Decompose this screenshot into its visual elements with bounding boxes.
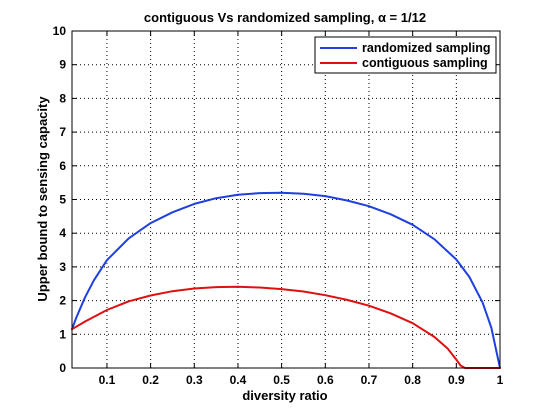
ticks: [72, 30, 501, 369]
y-tick-label: 1: [59, 327, 66, 341]
x-tick-label: 0.4: [230, 373, 247, 387]
legend-box: [314, 36, 497, 74]
chart-title-main: contiguous Vs randomized sampling,: [144, 10, 378, 25]
y-tick-label: 0: [59, 361, 66, 375]
x-tick-label: 0.3: [186, 373, 203, 387]
y-tick-label: 9: [59, 58, 66, 72]
x-tick-label: 0.7: [361, 373, 378, 387]
grid: [72, 31, 500, 368]
x-tick-label: 0.1: [99, 373, 116, 387]
chart-title-alpha: α = 1/12: [378, 10, 426, 25]
x-tick-label: 0.6: [317, 373, 334, 387]
y-tick-label: 7: [59, 125, 66, 139]
chart-title: contiguous Vs randomized sampling, α = 1…: [144, 10, 426, 25]
y-tick-label: 8: [59, 91, 66, 105]
legend-entry: randomized sampling: [362, 41, 491, 55]
x-tick-label: 0.2: [142, 373, 159, 387]
y-tick-label: 5: [59, 193, 66, 207]
series-line-contiguous: [71, 285, 501, 369]
x-axis-label: diversity ratio: [242, 388, 327, 403]
y-tick-label: 3: [59, 260, 66, 274]
x-tick-label: 1: [497, 373, 504, 387]
legend-entry: contiguous sampling: [362, 56, 488, 70]
x-tick-label: 0.9: [448, 373, 465, 387]
y-axis-label: Upper bound to sensing capacity: [35, 96, 50, 302]
x-tick-label: 0.8: [404, 373, 421, 387]
x-tick-label: 0.5: [273, 373, 290, 387]
y-tick-label: 2: [59, 294, 66, 308]
y-tick-label: 6: [59, 159, 66, 173]
y-tick-label: 10: [53, 24, 67, 38]
y-tick-label: 4: [59, 226, 66, 240]
series-layer: [71, 191, 501, 369]
series-line-randomized: [71, 191, 501, 369]
